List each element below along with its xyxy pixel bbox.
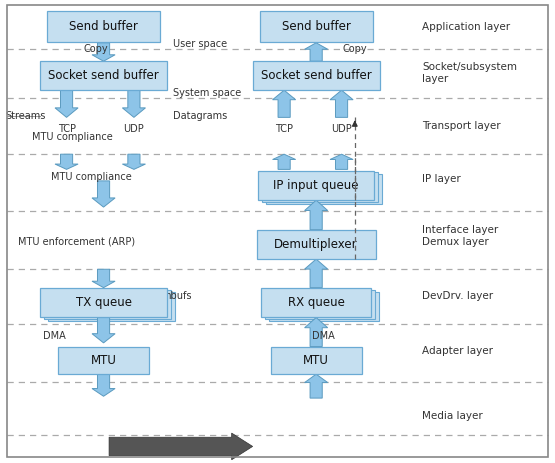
Text: Send buffer: Send buffer (282, 20, 351, 33)
FancyArrow shape (109, 433, 253, 460)
FancyBboxPatch shape (266, 174, 382, 204)
Text: Interface layer
Demux layer: Interface layer Demux layer (422, 225, 498, 247)
Text: TX queue: TX queue (75, 296, 132, 309)
Text: Socket send buffer: Socket send buffer (261, 69, 371, 82)
FancyArrow shape (305, 374, 327, 398)
FancyArrow shape (305, 259, 327, 288)
FancyArrow shape (55, 90, 78, 117)
FancyArrow shape (305, 43, 327, 61)
Text: Adapter layer: Adapter layer (422, 346, 493, 356)
FancyArrow shape (273, 90, 296, 117)
FancyBboxPatch shape (265, 290, 375, 319)
FancyBboxPatch shape (261, 288, 371, 317)
Text: Socket send buffer: Socket send buffer (48, 69, 159, 82)
Text: RX queue: RX queue (287, 296, 345, 309)
FancyBboxPatch shape (269, 292, 379, 320)
FancyArrow shape (305, 318, 327, 347)
Text: Demultiplexer: Demultiplexer (274, 238, 358, 251)
Text: DMA: DMA (312, 332, 335, 341)
FancyBboxPatch shape (44, 290, 171, 319)
FancyBboxPatch shape (47, 11, 160, 42)
FancyBboxPatch shape (260, 11, 373, 42)
Text: Transport layer: Transport layer (422, 121, 501, 131)
Text: Send buffer: Send buffer (69, 20, 138, 33)
Text: IP layer: IP layer (422, 174, 461, 183)
FancyArrow shape (123, 154, 145, 169)
FancyBboxPatch shape (258, 170, 374, 200)
FancyBboxPatch shape (40, 62, 167, 90)
Text: DMA: DMA (43, 332, 65, 341)
FancyArrow shape (330, 154, 353, 169)
Text: DevDrv. layer: DevDrv. layer (422, 291, 493, 301)
Text: Media layer: Media layer (422, 411, 483, 420)
FancyArrow shape (92, 317, 115, 343)
FancyBboxPatch shape (257, 230, 376, 259)
Text: Copy: Copy (83, 44, 108, 54)
Text: Socket/subsystem
layer: Socket/subsystem layer (422, 62, 517, 83)
Text: UDP: UDP (124, 125, 144, 134)
Text: MTU enforcement (ARP): MTU enforcement (ARP) (18, 237, 135, 247)
Text: MTU: MTU (90, 354, 117, 367)
FancyArrow shape (273, 154, 296, 169)
Text: MTU compliance: MTU compliance (32, 131, 113, 142)
FancyBboxPatch shape (40, 288, 167, 317)
FancyArrow shape (305, 200, 327, 230)
Text: System space: System space (173, 88, 241, 99)
Text: UDP: UDP (331, 125, 352, 134)
FancyArrow shape (92, 43, 115, 61)
Text: Streams: Streams (6, 112, 46, 121)
FancyArrow shape (123, 90, 145, 117)
Text: MTU compliance: MTU compliance (51, 172, 132, 182)
Text: Datagrams: Datagrams (173, 112, 227, 121)
Text: mbufs: mbufs (162, 291, 192, 301)
FancyArrow shape (330, 90, 353, 117)
Text: TCP: TCP (58, 125, 75, 134)
FancyBboxPatch shape (48, 292, 175, 320)
FancyBboxPatch shape (271, 347, 362, 374)
Text: Copy: Copy (342, 44, 367, 54)
Text: Application layer: Application layer (422, 22, 510, 31)
Text: TCP: TCP (275, 125, 293, 134)
Text: User space: User space (173, 39, 226, 49)
Text: MTU: MTU (303, 354, 329, 367)
FancyArrow shape (92, 269, 115, 288)
FancyArrow shape (92, 374, 115, 396)
FancyArrow shape (92, 181, 115, 207)
FancyBboxPatch shape (58, 347, 149, 374)
FancyArrow shape (55, 154, 78, 169)
FancyBboxPatch shape (262, 172, 378, 202)
FancyBboxPatch shape (253, 62, 380, 90)
Text: IP input queue: IP input queue (274, 179, 359, 192)
